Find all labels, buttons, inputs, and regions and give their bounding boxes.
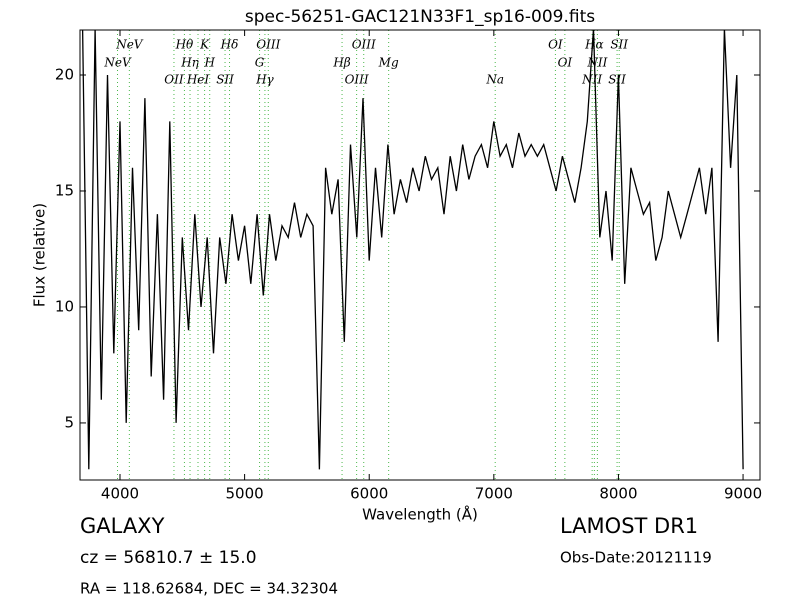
emission-line-label: OI	[558, 56, 573, 70]
x-tick-label: 8000	[599, 485, 637, 503]
emission-line-label: Hθ	[175, 38, 194, 52]
x-axis-label: Wavelength (Å)	[362, 505, 478, 524]
spectrum	[81, 30, 744, 470]
object-class: GALAXY	[80, 514, 165, 538]
emission-line-label: Hγ	[255, 73, 274, 87]
y-tick-label: 20	[55, 66, 74, 84]
x-tick-label: 7000	[475, 485, 513, 503]
emission-line-label: SII	[608, 73, 626, 87]
emission-line-label: Hδ	[220, 38, 239, 52]
coordinates: RA = 118.62684, DEC = 34.32304	[80, 580, 338, 598]
emission-line-label: Na	[485, 73, 504, 87]
y-tick-label: 15	[55, 181, 74, 199]
y-tick-label: 10	[55, 297, 74, 315]
x-tick-label: 6000	[350, 485, 388, 503]
redshift: cz = 56810.7 ± 15.0	[80, 548, 257, 568]
emission-line-label: OI	[548, 38, 563, 52]
obs-date: Obs-Date:20121119	[560, 549, 712, 567]
emission-line-label: Hβ	[332, 56, 350, 70]
emission-line-label: NeV	[103, 56, 132, 70]
emission-line-label: NeV	[115, 38, 144, 52]
x-tick-label: 9000	[724, 485, 762, 503]
emission-line-label: OII	[164, 73, 184, 87]
emission-line-label: G	[255, 56, 265, 70]
emission-line-label: HeI	[186, 73, 210, 87]
emission-line-label: SII	[610, 38, 628, 52]
emission-line-label: K	[199, 38, 210, 52]
plot-area: NeVNeVOIIHθHηHeIKHSIIHδGHγOIIIHβOIIIOIII…	[81, 30, 744, 480]
emission-line-label: SII	[216, 73, 234, 87]
emission-line-label: Mg	[378, 56, 399, 70]
emission-line-label: OIII	[256, 38, 280, 52]
chart-title: spec-56251-GAC121N33F1_sp16-009.fits	[245, 7, 595, 27]
emission-line-label: NII	[586, 56, 607, 70]
y-tick-label: 5	[64, 413, 74, 431]
plot-frame	[79, 29, 761, 481]
x-tick-label: 4000	[101, 485, 139, 503]
y-axis-label: Flux (relative)	[31, 203, 49, 307]
emission-line-label: NII	[581, 73, 602, 87]
survey: LAMOST DR1	[560, 514, 698, 538]
x-tick-label: 5000	[226, 485, 264, 503]
emission-line-label: OIII	[345, 73, 369, 87]
emission-line-label: Hη	[180, 56, 199, 70]
emission-line-label: OIII	[352, 38, 376, 52]
emission-line-label: H	[203, 56, 215, 70]
